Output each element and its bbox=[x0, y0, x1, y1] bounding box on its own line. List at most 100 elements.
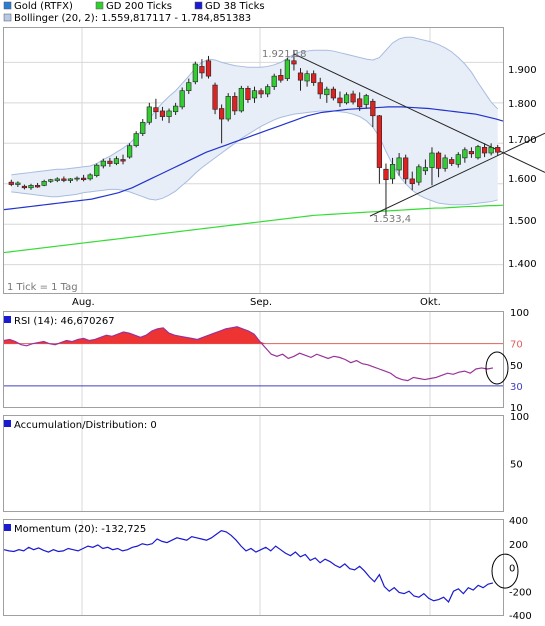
candle-body bbox=[87, 174, 93, 180]
rsi-panel-frame bbox=[3, 311, 504, 408]
ad-panel-frame bbox=[3, 415, 504, 512]
price-ytick: 1.800 bbox=[508, 99, 537, 110]
candle-body bbox=[34, 185, 41, 188]
candle-body bbox=[363, 95, 369, 105]
candle-body bbox=[166, 110, 172, 117]
candle-body bbox=[403, 157, 409, 180]
candle-body bbox=[337, 97, 343, 104]
legend-label-gd38: GD 38 Ticks bbox=[205, 1, 265, 12]
tick-note: 1 Tick = 1 Tag bbox=[7, 282, 78, 293]
momentum-line bbox=[3, 530, 494, 603]
candle-body bbox=[435, 152, 442, 169]
candle-body bbox=[449, 159, 455, 164]
candle-body bbox=[225, 96, 231, 120]
candle-body bbox=[232, 96, 238, 112]
ad-title: Accumulation/Distribution: 0 bbox=[14, 420, 157, 431]
candle-body bbox=[48, 179, 54, 182]
candle-body bbox=[495, 147, 501, 153]
candle-body bbox=[271, 75, 277, 87]
rsi-ytick: 10 bbox=[510, 403, 523, 414]
price-ytick: 1.600 bbox=[508, 174, 537, 185]
ad-ytick: 100 bbox=[510, 412, 529, 423]
annotation-low: 1.533,4 bbox=[373, 214, 411, 225]
candle-body bbox=[297, 72, 304, 81]
rsi-title-swatch bbox=[4, 316, 11, 323]
candle-body bbox=[251, 90, 258, 99]
candle-body bbox=[61, 178, 67, 181]
candle-body bbox=[153, 107, 159, 113]
candle-body bbox=[350, 93, 356, 103]
momentum-panel: -400 -200 0 200 400 bbox=[3, 516, 532, 622]
ad-ytick: 50 bbox=[510, 460, 523, 471]
legend-label-bollinger: Bollinger (20, 2): 1.559,817117 - 1.784,… bbox=[14, 13, 251, 24]
candle-body bbox=[205, 60, 212, 77]
rsi-ytick: 30 bbox=[510, 382, 523, 393]
momentum-ytick: -200 bbox=[509, 587, 532, 598]
candle-body bbox=[28, 185, 34, 189]
candle-body bbox=[107, 160, 113, 164]
candle-body bbox=[8, 181, 14, 185]
candle-body bbox=[455, 154, 461, 165]
candle-body bbox=[389, 164, 396, 180]
ma200-line bbox=[3, 204, 504, 254]
candle-body bbox=[330, 88, 336, 99]
candle-body bbox=[357, 98, 363, 108]
candle-body bbox=[370, 100, 376, 117]
candle-body bbox=[284, 59, 290, 79]
candle-body bbox=[54, 178, 60, 181]
candle-body bbox=[219, 108, 225, 120]
candle-body bbox=[324, 88, 330, 96]
price-y-axis: 1.900 1.800 1.700 1.600 1.500 1.400 bbox=[508, 65, 537, 270]
candle-body bbox=[120, 159, 126, 162]
x-label-sep: Sep. bbox=[250, 297, 272, 308]
candle-body bbox=[67, 178, 74, 181]
candle-body bbox=[462, 149, 468, 159]
candle-body bbox=[396, 157, 402, 171]
momentum-panel-frame bbox=[3, 519, 504, 616]
rsi-ytick: 70 bbox=[510, 340, 523, 351]
candle-body bbox=[159, 110, 166, 117]
momentum-ytick: 0 bbox=[509, 564, 515, 575]
candle-body bbox=[442, 157, 448, 169]
legend-swatch-gold bbox=[3, 1, 12, 10]
candle-body bbox=[245, 87, 251, 100]
momentum-ytick: 400 bbox=[509, 516, 528, 527]
momentum-ytick: -400 bbox=[509, 611, 532, 622]
candle-body bbox=[80, 177, 87, 181]
price-panel bbox=[3, 28, 545, 293]
candle-body bbox=[146, 106, 152, 123]
candle-body bbox=[133, 133, 139, 147]
candle-body bbox=[173, 105, 179, 113]
candle-body bbox=[199, 66, 205, 74]
candle-body bbox=[41, 181, 47, 186]
candle-body bbox=[179, 90, 185, 108]
momentum-title-swatch bbox=[4, 524, 11, 531]
candle-body bbox=[94, 164, 100, 176]
candle-body bbox=[258, 90, 264, 95]
candle-body bbox=[383, 168, 389, 181]
ma38-line bbox=[3, 106, 504, 211]
trendline-up bbox=[369, 132, 545, 217]
rsi-ytick: 50 bbox=[510, 361, 523, 372]
price-ytick: 1.900 bbox=[508, 65, 537, 76]
candle-body bbox=[238, 87, 244, 112]
candle-body bbox=[481, 147, 488, 154]
candle-body bbox=[291, 60, 297, 65]
candle-body bbox=[311, 73, 317, 83]
legend-swatch-gd200 bbox=[95, 1, 104, 10]
candle-body bbox=[488, 147, 494, 154]
momentum-ytick: 200 bbox=[509, 540, 528, 551]
candle-body bbox=[429, 152, 435, 168]
annotation-high: 1.921,18 bbox=[262, 49, 307, 60]
candle-body bbox=[422, 167, 429, 172]
legend-swatch-gd38 bbox=[194, 1, 203, 10]
rsi-overbought-fill bbox=[4, 326, 493, 344]
candle-body bbox=[343, 94, 350, 104]
price-ytick: 1.400 bbox=[508, 259, 537, 270]
rsi-title: RSI (14): 46,670267 bbox=[14, 316, 115, 327]
momentum-title: Momentum (20): -132,725 bbox=[14, 524, 146, 535]
candle-body bbox=[127, 145, 133, 158]
candle-body bbox=[21, 185, 28, 189]
x-label-okt: Okt. bbox=[420, 297, 441, 308]
